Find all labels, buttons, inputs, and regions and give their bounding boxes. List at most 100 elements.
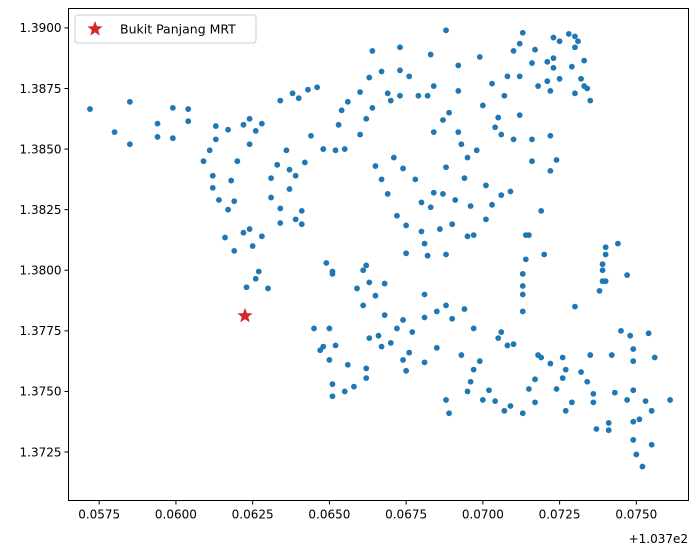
data-point [532,399,538,406]
data-point [268,194,274,201]
data-point [277,220,284,226]
data-point [596,287,603,294]
data-point [394,325,400,332]
data-point [240,229,247,236]
data-point [252,127,259,134]
data-point [335,121,342,128]
data-point [403,222,410,229]
data-point [351,383,357,390]
data-point [440,191,446,197]
data-point [572,90,578,97]
data-point [458,141,465,148]
data-point [384,90,391,97]
data-point [154,134,161,140]
data-point [394,212,400,219]
data-point [553,386,560,392]
data-point [206,147,213,154]
x-tick-label: 0.0575 [78,508,120,522]
data-point [550,34,557,41]
data-point [590,399,597,406]
data-point [608,352,615,358]
data-point [516,40,523,47]
data-point [243,284,250,291]
data-point [572,44,578,51]
data-point [314,84,321,91]
data-point [277,205,284,212]
data-point [366,279,373,286]
data-point [507,403,514,409]
data-point [476,358,483,365]
data-point [559,375,566,382]
data-point [265,285,271,292]
data-point [225,126,232,133]
data-point [387,97,394,104]
data-point [568,399,575,406]
data-point [427,204,434,211]
data-point [584,378,591,385]
data-point [329,381,336,388]
data-point [559,354,566,361]
data-point [572,303,578,310]
data-point [602,244,609,251]
data-point [599,261,606,268]
data-point [464,233,471,240]
data-point [587,97,594,104]
data-point [464,388,471,395]
data-point [630,387,637,394]
data-point [363,115,370,122]
data-point [651,354,658,361]
data-point [381,312,388,318]
data-point [298,207,305,214]
x-tick-label: 0.0750 [615,508,657,522]
y-tick-label: 1.3875 [20,82,62,96]
station-star-marker [237,307,253,323]
data-point [366,74,373,81]
data-point [550,55,557,62]
data-point [311,325,317,332]
data-point [535,83,541,89]
data-point [565,31,572,37]
data-point [458,352,465,358]
data-point [308,132,314,139]
data-point [516,73,523,80]
data-point [443,27,449,34]
y-tick-label: 1.3825 [20,203,62,217]
data-point [209,184,216,191]
data-point [185,118,192,125]
data-point [498,131,505,138]
data-point [636,416,643,423]
data-point [470,232,477,239]
data-point [415,92,422,99]
data-point [363,375,370,382]
data-point [341,388,348,395]
data-point [483,182,489,189]
data-point [258,120,265,127]
data-point [283,147,290,154]
data-point [424,252,431,259]
plot-frame [68,8,689,501]
data-point [498,192,505,199]
data-point [510,341,517,348]
data-point [421,314,428,321]
data-point [519,29,526,36]
data-point [605,420,612,426]
data-point [630,346,637,352]
data-point [452,197,459,203]
data-point [421,359,428,366]
data-point [519,308,526,315]
data-point [584,85,591,92]
data-point [630,418,637,425]
x-tick-label: 0.0725 [539,508,581,522]
data-point [483,216,489,223]
data-point [547,360,554,367]
data-point [111,129,118,136]
data-point [624,272,631,278]
data-point [498,329,505,335]
data-point [360,302,367,309]
data-point [387,340,394,346]
data-point [492,124,499,131]
data-point [455,88,462,94]
data-point [418,199,425,206]
data-point [550,64,557,71]
data-point [332,342,339,349]
